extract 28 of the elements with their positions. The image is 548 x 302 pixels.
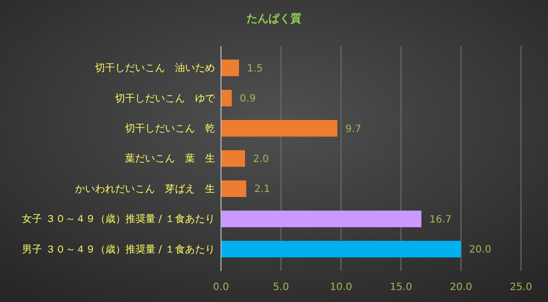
y-tick-label: 男子 ３０～４９（歳）推奨量 / １食あたり: [22, 243, 215, 256]
bar: [221, 150, 245, 167]
x-tick-label: 10.0: [330, 282, 352, 294]
x-tick-label: 5.0: [273, 282, 289, 294]
bar: [221, 120, 338, 137]
data-label: 2.1: [254, 184, 270, 196]
bar: [221, 180, 246, 198]
x-tick-label: 0.0: [213, 282, 229, 294]
data-label: 1.5: [247, 63, 263, 74]
x-tick-label: 20.0: [450, 282, 472, 294]
data-label: 2.0: [253, 154, 269, 165]
chart-title: たんぱく質: [246, 12, 302, 25]
bar: [221, 60, 239, 76]
y-tick-label: 切干しだいこん 乾: [125, 122, 215, 134]
data-label: 0.9: [240, 94, 256, 105]
bar: [221, 90, 232, 106]
x-tick-label: 25.0: [510, 282, 532, 294]
y-tick-label: 切干しだいこん 油いため: [95, 62, 215, 74]
bar: [221, 210, 422, 228]
y-tick-label: かいわれだいこん 芽ばえ 生: [75, 182, 215, 195]
data-label: 20.0: [469, 244, 492, 256]
y-tick-label: 葉だいこん 葉 生: [125, 152, 215, 165]
bar: [221, 240, 461, 258]
data-label: 9.7: [345, 124, 362, 135]
data-label: 16.7: [429, 214, 452, 226]
y-tick-label: 女子 ３０～４９（歳）推奨量 / １食あたり: [22, 213, 215, 226]
y-tick-label: 切干しだいこん ゆで: [115, 92, 216, 104]
x-tick-label: 15.0: [390, 282, 412, 294]
